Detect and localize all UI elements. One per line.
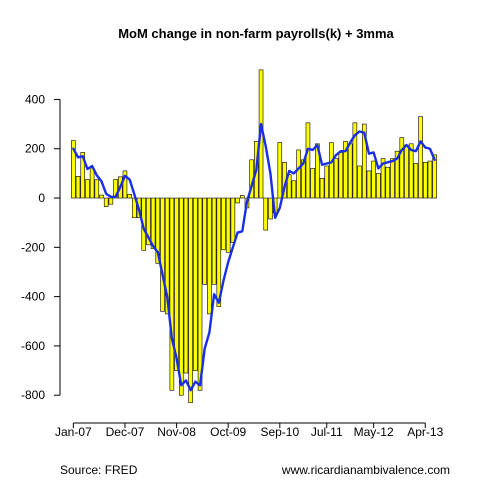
bar: [211, 197, 217, 285]
y-tick-label: 400: [25, 92, 45, 106]
website-label: www.ricardianambivalence.com: [281, 463, 450, 477]
x-tick-label: Sep-10: [260, 425, 299, 439]
y-tick-label: -600: [21, 339, 45, 353]
bar: [103, 197, 109, 207]
y-tick-label: -400: [21, 290, 45, 304]
bar: [113, 179, 118, 199]
bar: [183, 197, 189, 374]
bar: [418, 116, 423, 199]
bar: [380, 158, 386, 199]
bar: [164, 197, 170, 315]
bar: [108, 197, 114, 205]
bar: [202, 197, 207, 285]
bar: [315, 143, 320, 199]
y-tick-label: 0: [38, 191, 45, 205]
bar: [371, 160, 376, 199]
bar: [122, 170, 128, 199]
x-tick-label: Oct-09: [210, 425, 246, 439]
bar: [85, 179, 90, 199]
y-tick-label: -200: [21, 240, 45, 254]
bar: [197, 197, 203, 391]
bar: [310, 168, 315, 199]
y-tick-label: -800: [21, 388, 45, 402]
x-tick-label: Dec-07: [106, 425, 145, 439]
bar: [394, 150, 400, 199]
y-axis: -800 -600 -400 -200 0 200 400: [21, 92, 61, 402]
bar: [376, 173, 381, 199]
x-tick-label: May-12: [354, 425, 394, 439]
bar: [268, 197, 273, 220]
bar: [343, 141, 348, 199]
bar: [99, 194, 104, 199]
bar: [352, 122, 358, 199]
bar: [296, 149, 301, 199]
bar: [361, 123, 367, 199]
bar: [216, 197, 222, 307]
bar: [366, 170, 372, 199]
bar: [408, 143, 414, 199]
bar: [160, 197, 165, 312]
bar: [150, 197, 156, 249]
y-tick-label: 200: [25, 142, 45, 156]
bar: [235, 197, 240, 204]
chart-title: MoM change in non-farm payrolls(k) + 3mm…: [118, 26, 394, 41]
bar: [225, 197, 231, 253]
bar: [169, 197, 175, 391]
bar: [80, 152, 86, 199]
bar: [230, 197, 236, 243]
bar: [75, 176, 81, 199]
line-series: [72, 122, 436, 392]
bar: [338, 152, 344, 199]
bar: [413, 163, 419, 199]
bar: [324, 165, 330, 199]
bar: [427, 160, 433, 199]
bar: [263, 197, 269, 231]
bar-series: [71, 69, 437, 403]
x-tick-label: Nov-08: [157, 425, 196, 439]
bar: [71, 140, 76, 199]
bar: [89, 167, 95, 199]
bar: [291, 180, 297, 199]
bar: [146, 197, 151, 246]
bar: [193, 197, 198, 371]
bar: [277, 142, 283, 199]
bar: [432, 154, 437, 199]
bar: [127, 194, 132, 199]
x-tick-label: Jul-11: [311, 425, 343, 439]
source-label: Source: FRED: [60, 463, 138, 477]
bar: [319, 178, 325, 199]
bar: [347, 143, 353, 199]
bar: [399, 137, 405, 199]
bar: [357, 165, 362, 199]
bar: [385, 166, 391, 199]
bar: [179, 197, 184, 396]
bar: [207, 197, 212, 315]
bar: [174, 197, 179, 371]
x-axis: Jan-07 Dec-07 Nov-08 Oct-09 Sep-10 Jul-11 May-…: [55, 422, 444, 439]
bar: [404, 144, 409, 199]
bar: [94, 179, 100, 199]
bar: [155, 197, 161, 264]
x-tick-label: Apr-13: [407, 425, 443, 439]
bar: [188, 197, 193, 403]
bar: [240, 195, 245, 199]
bar: [305, 122, 311, 199]
bar: [221, 197, 226, 251]
x-tick-label: Jan-07: [55, 425, 92, 439]
bar: [390, 158, 395, 199]
moving-average-line: [72, 122, 436, 392]
bar: [422, 161, 428, 199]
bar: [329, 142, 334, 199]
bar: [333, 158, 339, 199]
